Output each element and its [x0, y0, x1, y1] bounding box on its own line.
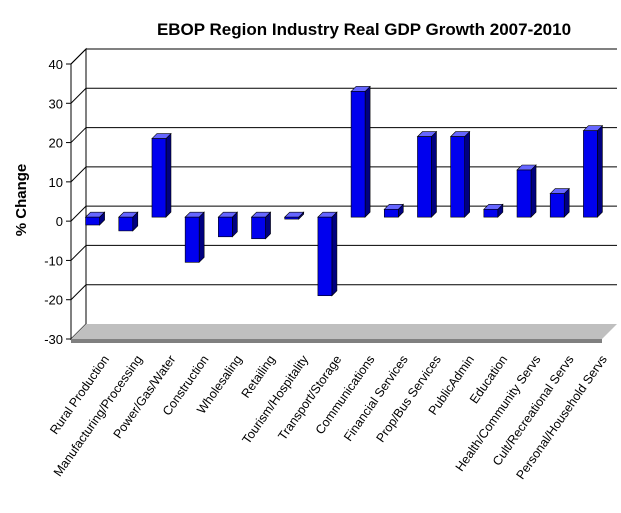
bar	[283, 211, 305, 220]
gridline-side	[70, 205, 87, 222]
x-tick-label: Communications	[313, 353, 378, 437]
bar	[151, 132, 172, 218]
bar	[317, 211, 338, 297]
gridline-side	[70, 48, 87, 65]
bar	[184, 211, 205, 264]
bar-front	[583, 130, 598, 218]
gridline-side	[70, 127, 87, 143]
gridline-side	[70, 284, 87, 301]
x-axis-labels: Rural ProductionManufacturing/Processing…	[47, 352, 610, 482]
bar-front	[184, 216, 200, 263]
bar	[549, 187, 570, 218]
bar-front	[251, 216, 266, 240]
bar-front	[85, 216, 100, 226]
bar-front	[317, 216, 333, 297]
y-tick-label: 0	[56, 214, 63, 229]
floor	[71, 324, 617, 339]
bar-front	[417, 136, 432, 218]
bar-front	[284, 216, 300, 220]
bar-front	[218, 216, 233, 238]
y-tick-label: 10	[49, 175, 63, 190]
bar-front	[549, 193, 565, 218]
x-tick-label: Rural Production	[47, 353, 112, 437]
gridline-side	[70, 166, 87, 183]
gridline-side	[70, 87, 87, 104]
bar	[250, 211, 272, 240]
bar-side	[331, 211, 338, 297]
y-tick-label: 40	[49, 57, 63, 72]
y-tick-label: 20	[49, 136, 63, 151]
floor-edge	[71, 339, 602, 343]
gridline-side	[70, 245, 87, 261]
side-wall	[70, 47, 87, 341]
bar	[84, 211, 106, 226]
bar-front	[118, 216, 134, 232]
y-tick-label: -10	[44, 253, 63, 268]
bar-side	[464, 130, 470, 218]
bar-side	[364, 85, 371, 218]
y-tick-label: -30	[44, 332, 63, 347]
bar-front	[483, 208, 499, 218]
bar	[483, 203, 504, 218]
bars	[84, 85, 604, 297]
bar	[416, 130, 438, 218]
bar-side	[530, 164, 537, 218]
y-axis-label: % Change	[13, 164, 30, 237]
bar-side	[198, 211, 205, 264]
bar	[383, 203, 405, 218]
bar-front	[151, 138, 167, 218]
bar	[582, 124, 604, 218]
bar-front	[450, 136, 465, 218]
bar-side	[431, 130, 437, 218]
bar	[449, 130, 471, 218]
bar-side	[597, 124, 603, 218]
bar	[118, 211, 139, 232]
bar-front	[350, 91, 366, 218]
chart-title: EBOP Region Industry Real GDP Growth 200…	[157, 20, 571, 39]
bar	[516, 164, 537, 218]
y-tick-label: -20	[44, 293, 63, 308]
y-axis-ticks: -30 -20 -10 0 10 20 30 40	[44, 57, 72, 347]
bar-front	[516, 169, 532, 218]
bar-front	[383, 208, 399, 218]
bar	[217, 211, 239, 238]
bar-side	[165, 132, 172, 218]
bar	[350, 85, 371, 218]
y-tick-label: 30	[49, 96, 63, 111]
